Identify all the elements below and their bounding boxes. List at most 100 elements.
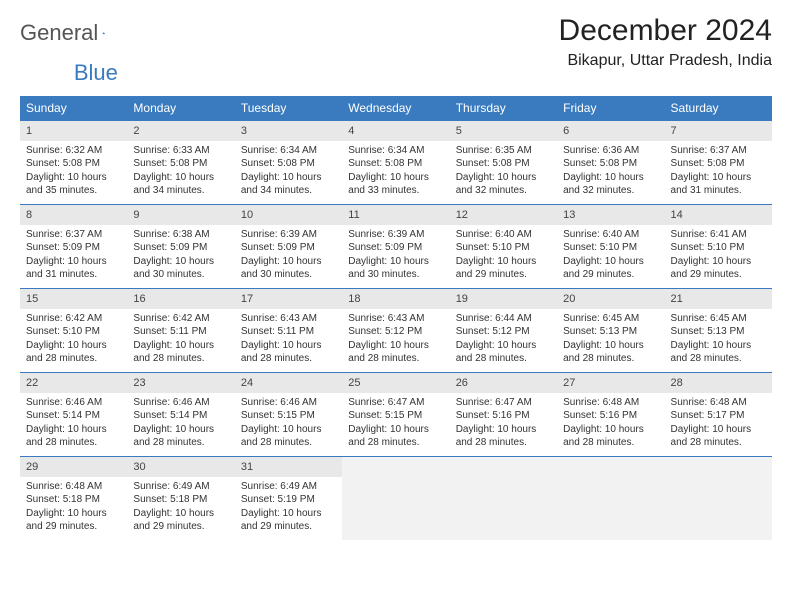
day-content: Sunrise: 6:38 AMSunset: 5:09 PMDaylight:… (127, 225, 234, 282)
day-number: 23 (127, 373, 234, 393)
day-cell-empty (342, 456, 449, 540)
day-cell: 12Sunrise: 6:40 AMSunset: 5:10 PMDayligh… (450, 204, 557, 288)
day-number: 10 (235, 205, 342, 225)
day-cell: 5Sunrise: 6:35 AMSunset: 5:08 PMDaylight… (450, 120, 557, 204)
day-number: 25 (342, 373, 449, 393)
sunrise-line: Sunrise: 6:33 AM (133, 144, 228, 158)
day-number: 31 (235, 457, 342, 477)
daylight-line: Daylight: 10 hours and 32 minutes. (456, 171, 551, 198)
daylight-line: Daylight: 10 hours and 29 minutes. (133, 507, 228, 534)
day-cell: 22Sunrise: 6:46 AMSunset: 5:14 PMDayligh… (20, 372, 127, 456)
day-cell: 14Sunrise: 6:41 AMSunset: 5:10 PMDayligh… (665, 204, 772, 288)
daylight-line: Daylight: 10 hours and 28 minutes. (348, 423, 443, 450)
daylight-line: Daylight: 10 hours and 28 minutes. (348, 339, 443, 366)
sunrise-line: Sunrise: 6:49 AM (133, 480, 228, 494)
day-content: Sunrise: 6:47 AMSunset: 5:15 PMDaylight:… (342, 393, 449, 450)
weekday-tuesday: Tuesday (235, 96, 342, 120)
day-content: Sunrise: 6:35 AMSunset: 5:08 PMDaylight:… (450, 141, 557, 198)
sunrise-line: Sunrise: 6:37 AM (26, 228, 121, 242)
day-content: Sunrise: 6:40 AMSunset: 5:10 PMDaylight:… (450, 225, 557, 282)
day-number: 1 (20, 121, 127, 141)
day-cell: 23Sunrise: 6:46 AMSunset: 5:14 PMDayligh… (127, 372, 234, 456)
weekday-wednesday: Wednesday (342, 96, 449, 120)
day-number: 2 (127, 121, 234, 141)
sunset-line: Sunset: 5:11 PM (133, 325, 228, 339)
day-cell: 31Sunrise: 6:49 AMSunset: 5:19 PMDayligh… (235, 456, 342, 540)
day-number: 6 (557, 121, 664, 141)
sunrise-line: Sunrise: 6:45 AM (671, 312, 766, 326)
daylight-line: Daylight: 10 hours and 30 minutes. (348, 255, 443, 282)
day-cell: 9Sunrise: 6:38 AMSunset: 5:09 PMDaylight… (127, 204, 234, 288)
sunrise-line: Sunrise: 6:41 AM (671, 228, 766, 242)
day-cell: 28Sunrise: 6:48 AMSunset: 5:17 PMDayligh… (665, 372, 772, 456)
daylight-line: Daylight: 10 hours and 29 minutes. (671, 255, 766, 282)
day-content: Sunrise: 6:39 AMSunset: 5:09 PMDaylight:… (342, 225, 449, 282)
day-content: Sunrise: 6:48 AMSunset: 5:17 PMDaylight:… (665, 393, 772, 450)
day-number: 7 (665, 121, 772, 141)
day-cell: 2Sunrise: 6:33 AMSunset: 5:08 PMDaylight… (127, 120, 234, 204)
sunrise-line: Sunrise: 6:35 AM (456, 144, 551, 158)
day-number: 30 (127, 457, 234, 477)
weekday-sunday: Sunday (20, 96, 127, 120)
daylight-line: Daylight: 10 hours and 28 minutes. (456, 423, 551, 450)
day-cell-empty (450, 456, 557, 540)
sunset-line: Sunset: 5:10 PM (456, 241, 551, 255)
sunset-line: Sunset: 5:08 PM (671, 157, 766, 171)
day-content: Sunrise: 6:48 AMSunset: 5:18 PMDaylight:… (20, 477, 127, 534)
daylight-line: Daylight: 10 hours and 30 minutes. (241, 255, 336, 282)
day-cell: 16 Sunrise: 6:42 AMSunset: 5:11 PMDayligh… (127, 288, 234, 372)
day-content: Sunrise: 6:46 AMSunset: 5:15 PMDaylight:… (235, 393, 342, 450)
week-row: 22Sunrise: 6:46 AMSunset: 5:14 PMDayligh… (20, 372, 772, 456)
day-cell: 1Sunrise: 6:32 AMSunset: 5:08 PMDaylight… (20, 120, 127, 204)
daylight-line: Daylight: 10 hours and 28 minutes. (26, 339, 121, 366)
daylight-line: Daylight: 10 hours and 33 minutes. (348, 171, 443, 198)
sunrise-line: Sunrise: 6:48 AM (671, 396, 766, 410)
day-cell: 13Sunrise: 6:40 AMSunset: 5:10 PMDayligh… (557, 204, 664, 288)
sunrise-line: Sunrise: 6:42 AM (133, 312, 228, 326)
sunset-line: Sunset: 5:16 PM (563, 409, 658, 423)
sunset-line: Sunset: 5:14 PM (133, 409, 228, 423)
week-row: 1Sunrise: 6:32 AMSunset: 5:08 PMDaylight… (20, 120, 772, 204)
day-cell: 30Sunrise: 6:49 AMSunset: 5:18 PMDayligh… (127, 456, 234, 540)
sunrise-line: Sunrise: 6:45 AM (563, 312, 658, 326)
day-cell: 3Sunrise: 6:34 AMSunset: 5:08 PMDaylight… (235, 120, 342, 204)
sunrise-line: Sunrise: 6:47 AM (456, 396, 551, 410)
sunset-line: Sunset: 5:10 PM (671, 241, 766, 255)
sunset-line: Sunset: 5:08 PM (348, 157, 443, 171)
week-row: 29Sunrise: 6:48 AMSunset: 5:18 PMDayligh… (20, 456, 772, 540)
day-cell: 8Sunrise: 6:37 AMSunset: 5:09 PMDaylight… (20, 204, 127, 288)
sunset-line: Sunset: 5:12 PM (456, 325, 551, 339)
day-cell-empty (557, 456, 664, 540)
day-cell: 17Sunrise: 6:43 AMSunset: 5:11 PMDayligh… (235, 288, 342, 372)
day-content: Sunrise: 6:43 AMSunset: 5:11 PMDaylight:… (235, 309, 342, 366)
daylight-line: Daylight: 10 hours and 28 minutes. (133, 423, 228, 450)
sunset-line: Sunset: 5:08 PM (563, 157, 658, 171)
sunrise-line: Sunrise: 6:46 AM (26, 396, 121, 410)
day-cell: 21Sunrise: 6:45 AMSunset: 5:13 PMDayligh… (665, 288, 772, 372)
logo: General (20, 14, 122, 46)
day-cell: 26Sunrise: 6:47 AMSunset: 5:16 PMDayligh… (450, 372, 557, 456)
sunset-line: Sunset: 5:08 PM (241, 157, 336, 171)
day-cell: 29Sunrise: 6:48 AMSunset: 5:18 PMDayligh… (20, 456, 127, 540)
day-cell: 24Sunrise: 6:46 AMSunset: 5:15 PMDayligh… (235, 372, 342, 456)
weekday-thursday: Thursday (450, 96, 557, 120)
day-content: Sunrise: 6:43 AMSunset: 5:12 PMDaylight:… (342, 309, 449, 366)
daylight-line: Daylight: 10 hours and 29 minutes. (26, 507, 121, 534)
sunrise-line: Sunrise: 6:43 AM (241, 312, 336, 326)
sunset-line: Sunset: 5:16 PM (456, 409, 551, 423)
day-number: 13 (557, 205, 664, 225)
daylight-line: Daylight: 10 hours and 28 minutes. (133, 339, 228, 366)
day-cell: 4Sunrise: 6:34 AMSunset: 5:08 PMDaylight… (342, 120, 449, 204)
day-content: Sunrise: 6:42 AMSunset: 5:10 PMDaylight:… (20, 309, 127, 366)
day-number: 16 (127, 289, 234, 309)
day-number: 19 (450, 289, 557, 309)
sunrise-line: Sunrise: 6:42 AM (26, 312, 121, 326)
day-content: Sunrise: 6:41 AMSunset: 5:10 PMDaylight:… (665, 225, 772, 282)
daylight-line: Daylight: 10 hours and 28 minutes. (563, 339, 658, 366)
title-block: December 2024 Bikapur, Uttar Pradesh, In… (559, 14, 772, 70)
daylight-line: Daylight: 10 hours and 29 minutes. (241, 507, 336, 534)
sunrise-line: Sunrise: 6:43 AM (348, 312, 443, 326)
sunrise-line: Sunrise: 6:36 AM (563, 144, 658, 158)
day-content: Sunrise: 6:39 AMSunset: 5:09 PMDaylight:… (235, 225, 342, 282)
weekday-saturday: Saturday (665, 96, 772, 120)
